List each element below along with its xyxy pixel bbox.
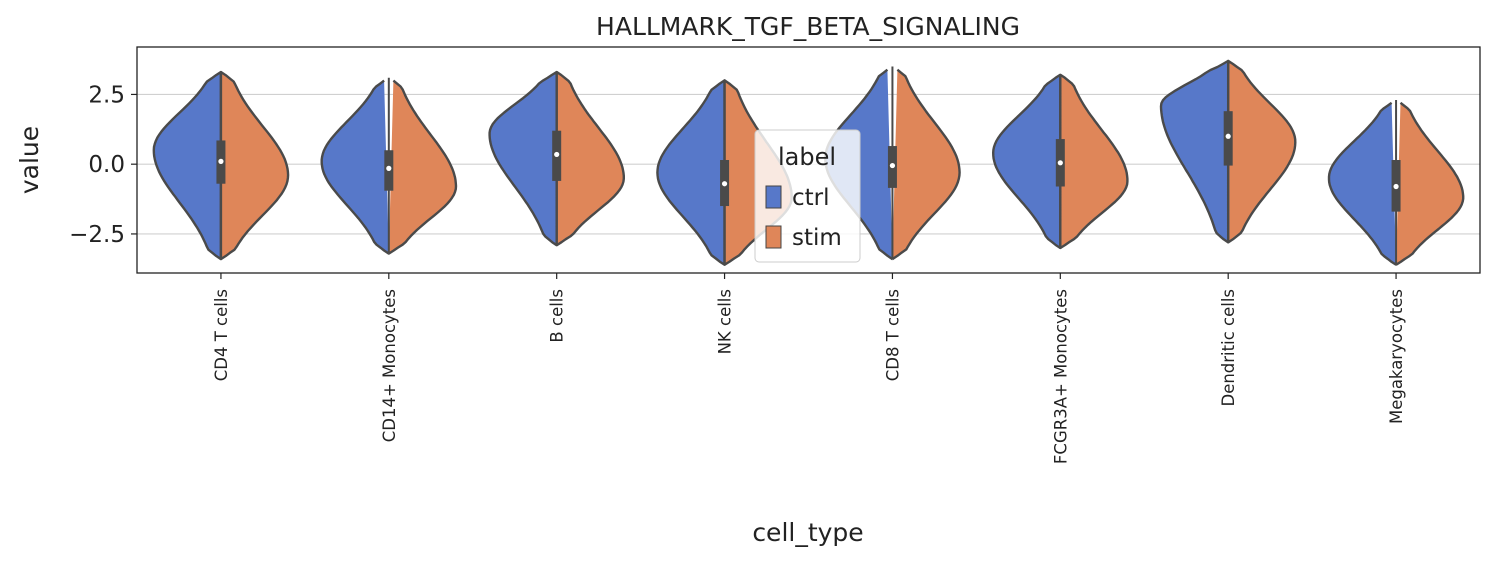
violin-ctrl xyxy=(992,73,1062,250)
y-tick-label: 2.5 xyxy=(88,82,125,108)
violin-stim xyxy=(1395,101,1465,266)
legend: label ctrl stim xyxy=(754,129,861,263)
y-tick-label: −2.5 xyxy=(69,222,125,248)
legend-title: label xyxy=(778,143,836,171)
chart-title: HALLMARK_TGF_BETA_SIGNALING xyxy=(596,12,1020,41)
violin-layer xyxy=(152,59,1465,266)
violin-ctrl xyxy=(152,70,223,261)
median-dot xyxy=(1225,133,1231,139)
violin-stim xyxy=(1226,59,1297,244)
x-tick-label: CD4 T cells xyxy=(212,289,231,381)
y-axis-label: value xyxy=(15,126,44,194)
violin-stim xyxy=(555,70,625,247)
violin-stim xyxy=(891,68,961,261)
box-layer xyxy=(216,60,1401,265)
violin-ctrl xyxy=(656,79,726,266)
violin-ctrl xyxy=(1327,101,1398,266)
x-tick-label: FCGR3A+ Monocytes xyxy=(1051,289,1070,464)
median-dot xyxy=(1057,160,1063,166)
x-axis-label: cell_type xyxy=(752,518,863,547)
median-dot xyxy=(1393,183,1399,190)
violin-stim xyxy=(1059,73,1129,250)
x-tick-label: CD8 T cells xyxy=(883,289,902,381)
x-axis-ticks: CD4 T cells CD14+ Monocytes B cells NK cell… xyxy=(212,273,1406,464)
x-tick-label: NK cells xyxy=(716,289,735,354)
median-dot xyxy=(889,162,896,169)
x-tick-label: B cells xyxy=(548,289,567,343)
violin-stim xyxy=(387,79,458,255)
median-dot xyxy=(554,151,560,158)
legend-swatch-stim xyxy=(765,225,782,249)
y-tick-label: 0.0 xyxy=(88,152,125,178)
x-tick-label: Dendritic cells xyxy=(1219,289,1238,407)
violin-ctrl xyxy=(320,79,390,255)
median-dot xyxy=(218,158,224,164)
violin-stim xyxy=(219,70,290,261)
y-axis-ticks: −2.5 0.0 2.5 xyxy=(69,82,137,248)
median-dot xyxy=(386,165,392,171)
x-tick-label: Megakaryocytes xyxy=(1387,289,1406,424)
plot-frame xyxy=(136,46,1481,274)
violin-ctrl xyxy=(1159,59,1230,244)
x-tick-label: CD14+ Monocytes xyxy=(380,289,399,442)
legend-label-stim: stim xyxy=(792,225,842,251)
legend-swatch-ctrl xyxy=(765,185,782,209)
legend-label-ctrl: ctrl xyxy=(792,185,830,211)
median-dot xyxy=(721,181,728,187)
violin-ctrl xyxy=(488,70,558,247)
